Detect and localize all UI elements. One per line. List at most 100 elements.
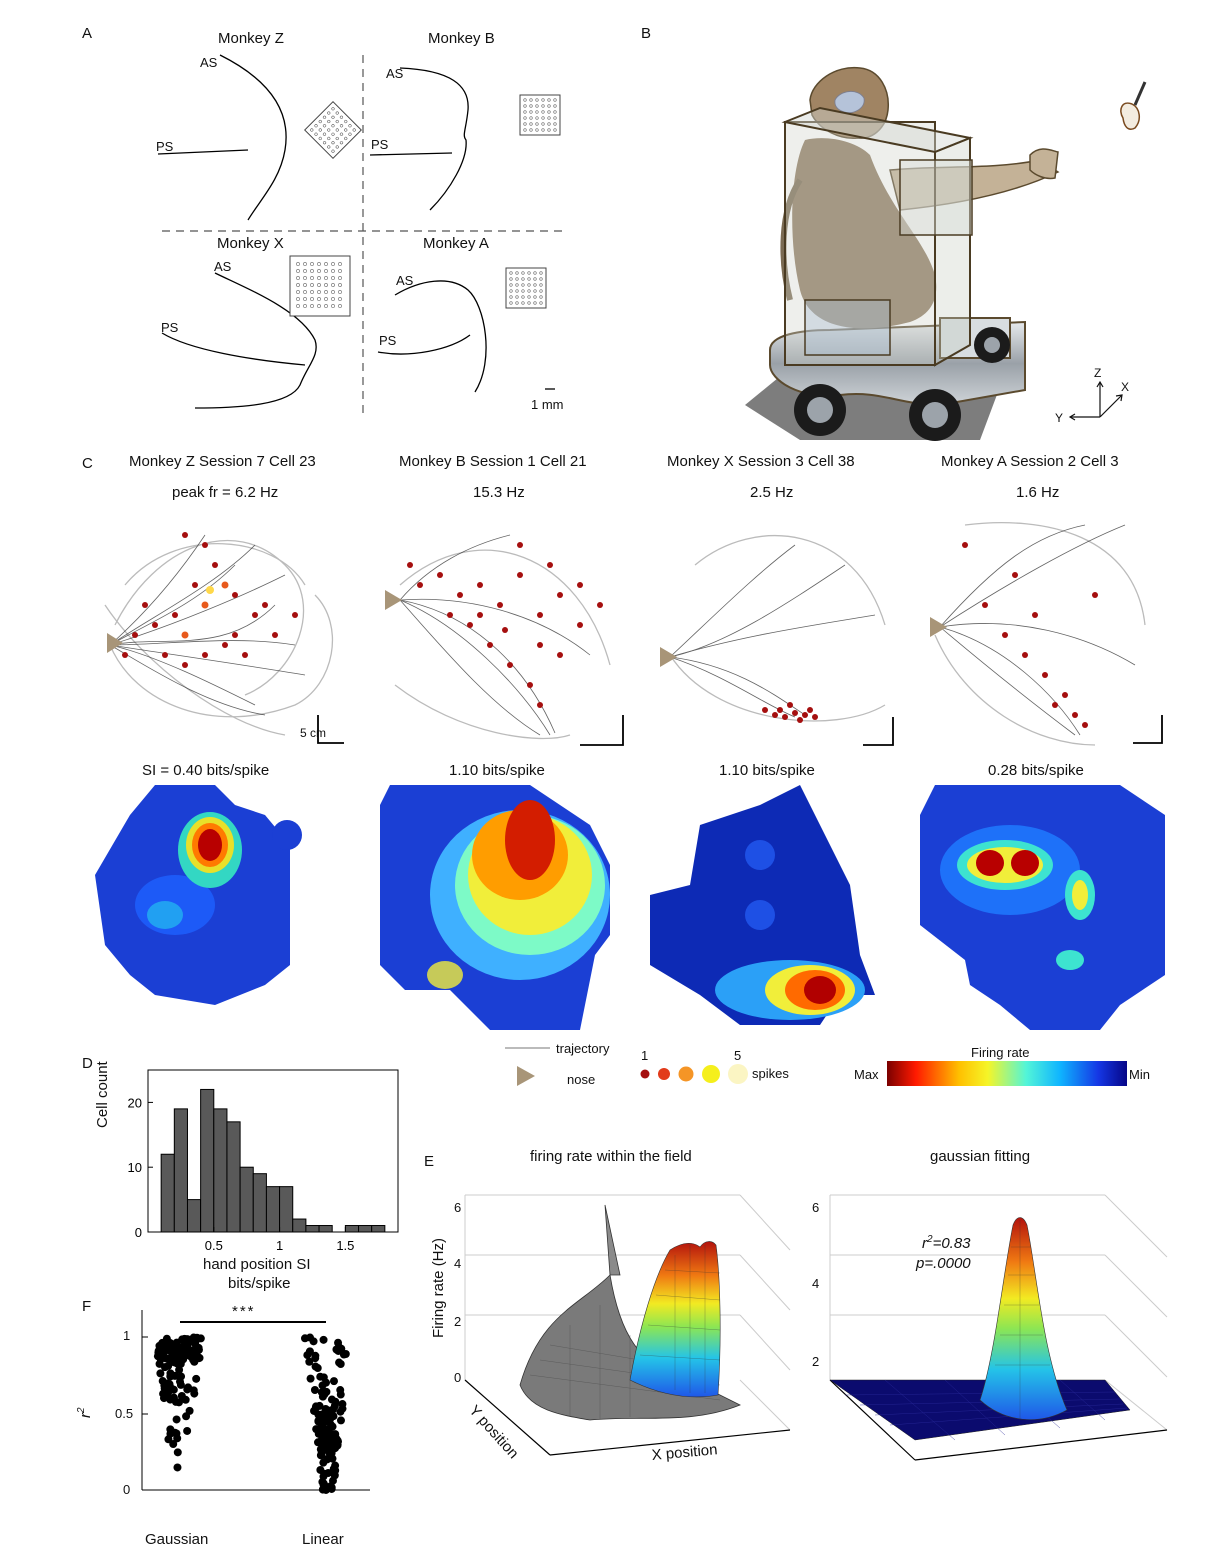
histogram-bar — [226, 1121, 241, 1233]
scatter-point — [333, 1437, 342, 1446]
as-label-z: AS — [200, 55, 218, 70]
scatter-point — [192, 1344, 201, 1353]
scatter-point — [321, 1405, 330, 1414]
scatter-point — [166, 1429, 175, 1438]
cell-peak-3: 2.5 Hz — [750, 484, 794, 501]
cell-si-2: 1.10 bits/spike — [449, 762, 545, 779]
legend-spike-max: 5 — [734, 1048, 742, 1063]
surface-gaussian — [829, 1194, 1168, 1461]
cell-si-1: SI = 0.40 bits/spike — [142, 762, 270, 779]
histogram-bar — [200, 1088, 215, 1233]
cell-si-4: 0.28 bits/spike — [988, 762, 1084, 779]
panel-label-d: D — [82, 1055, 93, 1072]
panel-label-b: B — [641, 25, 652, 42]
scatter-point — [311, 1362, 320, 1371]
cell-title-1: Monkey Z Session 7 Cell 23 — [129, 453, 316, 470]
scatter-point — [169, 1393, 178, 1402]
histogram-bar — [279, 1186, 294, 1233]
histogram-bar — [160, 1153, 175, 1233]
scatter-ytick-05: 0.5 — [115, 1406, 134, 1421]
histogram-bar — [186, 1199, 202, 1233]
panel-c-legend — [505, 1047, 1127, 1086]
linear-points — [300, 1333, 350, 1494]
significance-stars: *** — [232, 1303, 256, 1320]
scatter-point — [323, 1446, 332, 1455]
histogram-bar — [371, 1225, 386, 1233]
scatter-point — [172, 1415, 181, 1424]
scatter-point — [326, 1482, 335, 1491]
surface-title-2: gaussian fitting — [930, 1148, 1031, 1165]
scatter-point — [160, 1379, 169, 1388]
histogram-bar — [213, 1108, 228, 1233]
surface1-ztick-4: 4 — [454, 1256, 462, 1271]
histogram-bar — [305, 1225, 320, 1233]
scatter-point — [155, 1341, 164, 1350]
surface-title-1: firing rate within the field — [530, 1148, 692, 1165]
scatter-xlabel-linear: Linear — [302, 1531, 344, 1548]
scatter-point — [317, 1388, 326, 1397]
scatter-point — [168, 1384, 177, 1393]
surface1-ztick-2: 2 — [454, 1314, 462, 1329]
scatter-point — [329, 1405, 338, 1414]
ps-label-a: PS — [379, 333, 397, 348]
ps-label-x: PS — [161, 320, 179, 335]
as-label-b: AS — [386, 66, 404, 81]
histogram-xlabel-1: hand position SI — [203, 1256, 311, 1273]
sulcus-maps — [157, 54, 565, 418]
legend-min-label: Min — [1129, 1067, 1150, 1082]
scatter-point — [334, 1338, 343, 1347]
cell-peak-1: peak fr = 6.2 Hz — [172, 484, 279, 501]
scatter-point — [331, 1397, 340, 1406]
scatter-point — [316, 1423, 325, 1432]
trajectory-plot-2 — [385, 534, 624, 746]
histogram-bar — [173, 1108, 188, 1233]
scatter-point — [183, 1385, 192, 1394]
cell-si-3: 1.10 bits/spike — [719, 762, 815, 779]
histogram-bars — [160, 1088, 386, 1233]
scatter-point — [175, 1365, 184, 1374]
scatter-point — [334, 1346, 343, 1355]
scatter-point — [173, 1463, 182, 1472]
scatter-point — [314, 1417, 323, 1426]
histogram-xtick-label: 1.5 — [336, 1238, 354, 1253]
r2-scatter — [141, 1310, 370, 1494]
scatter-ylabel: r2 — [76, 1407, 94, 1418]
si-histogram: 0 10 20 0.5 1 1.5 — [128, 1069, 399, 1253]
ps-label-z: PS — [156, 139, 174, 154]
surface2-ztick-2: 2 — [812, 1354, 820, 1369]
cell-title-4: Monkey A Session 2 Cell 3 — [941, 453, 1119, 470]
histogram-ytick-label: 10 — [128, 1160, 142, 1175]
scatter-point — [341, 1349, 350, 1358]
histogram-xtick-label: 1 — [276, 1238, 283, 1253]
histogram-xtick-label: 0.5 — [205, 1238, 223, 1253]
legend-spike-min: 1 — [641, 1048, 649, 1063]
firing-rate-map-3 — [650, 785, 875, 1025]
scatter-xlabel-gaussian: Gaussian — [145, 1531, 209, 1548]
scatter-point — [155, 1359, 164, 1368]
histogram-bar — [344, 1225, 360, 1233]
scatter-ytick-1: 1 — [123, 1328, 131, 1343]
scatter-point — [303, 1351, 312, 1360]
trajectory-plot-3 — [660, 535, 894, 746]
histogram-ylabel: Cell count — [94, 1061, 111, 1128]
cell-peak-4: 1.6 Hz — [1016, 484, 1060, 501]
gaussian-fit-p: p=.0000 — [916, 1255, 971, 1272]
scatter-point — [329, 1377, 338, 1386]
scatter-point — [314, 1429, 323, 1438]
scatter-point — [325, 1429, 334, 1438]
surface-raw — [464, 1194, 791, 1456]
firing-rate-map-1 — [95, 785, 302, 1005]
scatter-point — [177, 1391, 186, 1400]
surface2-ztick-4: 4 — [812, 1276, 820, 1291]
histogram-bar — [358, 1225, 373, 1233]
legend-spikes-label: spikes — [752, 1066, 789, 1081]
scatter-point — [311, 1354, 320, 1363]
scatter-point — [182, 1412, 191, 1421]
surface1-ztick-6: 6 — [454, 1200, 462, 1215]
axis-y-label: Y — [1055, 411, 1064, 425]
as-label-x: AS — [214, 259, 232, 274]
scatter-point — [173, 1448, 182, 1457]
scatter-point — [309, 1337, 318, 1346]
scatter-point — [310, 1385, 319, 1394]
scatter-point — [306, 1374, 315, 1383]
